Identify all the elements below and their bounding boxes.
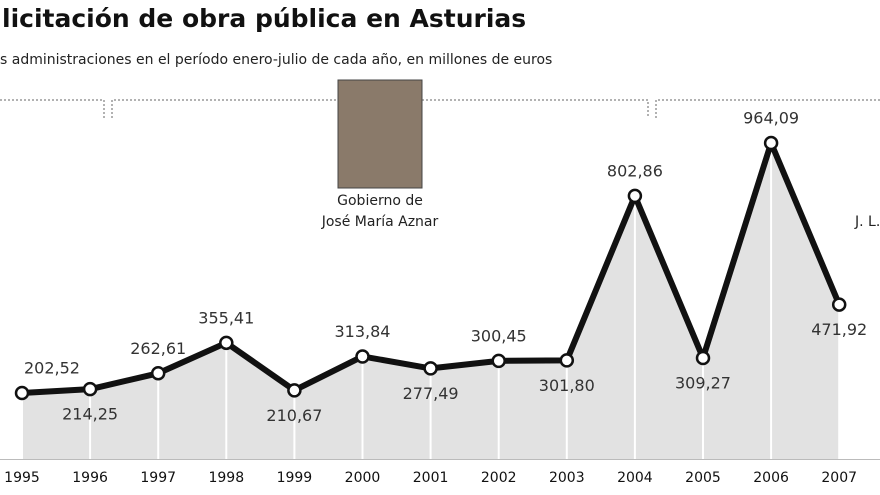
x-tick-label: 2003 [549, 470, 585, 486]
point [491, 353, 506, 369]
value-label: 214,25 [62, 405, 118, 424]
x-tick-label: 2000 [345, 470, 381, 486]
x-tick-label: 1997 [140, 470, 176, 486]
chart-subtitle: s administraciones en el período enero-j… [0, 52, 552, 68]
value-label: 301,80 [539, 376, 595, 395]
point [423, 361, 438, 376]
value-label: 471,92 [811, 320, 867, 339]
x-tick-label: 2007 [821, 470, 857, 486]
x-tick-label: 2001 [413, 470, 449, 486]
value-label: 262,61 [130, 339, 186, 358]
value-label: 300,45 [471, 326, 527, 345]
value-label: 210,67 [266, 406, 322, 425]
value-label: 277,49 [403, 384, 459, 403]
value-label: 313,84 [335, 322, 391, 341]
x-tick-label: 1996 [72, 470, 108, 486]
x-tick-label: 1999 [277, 470, 313, 486]
point [695, 350, 711, 366]
point [763, 135, 779, 151]
value-label: 202,52 [24, 359, 80, 378]
annotation: Gobierno de [337, 193, 423, 209]
annotation: J. L. [854, 214, 880, 230]
value-label: 964,09 [743, 108, 799, 127]
x-tick-label: 2004 [617, 470, 653, 486]
point [14, 385, 30, 401]
point [831, 297, 847, 312]
portrait-photo [337, 79, 423, 189]
point [219, 335, 234, 351]
point [355, 349, 370, 364]
x-tick-label: 2005 [685, 470, 721, 486]
x-tick-label: 2006 [753, 470, 789, 486]
chart-title: licitación de obra pública en Asturias [2, 4, 526, 33]
x-tick-label: 1995 [4, 470, 40, 486]
point [150, 366, 166, 381]
value-label: 309,27 [675, 373, 731, 392]
x-tick-label: 2002 [481, 470, 517, 486]
point [82, 381, 98, 397]
annotation: José María Aznar [321, 214, 439, 230]
x-tick-label: 1998 [208, 470, 244, 486]
point [627, 188, 643, 204]
point [287, 383, 302, 398]
point [559, 353, 575, 368]
value-label: 802,86 [607, 161, 663, 180]
value-label: 355,41 [198, 308, 254, 327]
